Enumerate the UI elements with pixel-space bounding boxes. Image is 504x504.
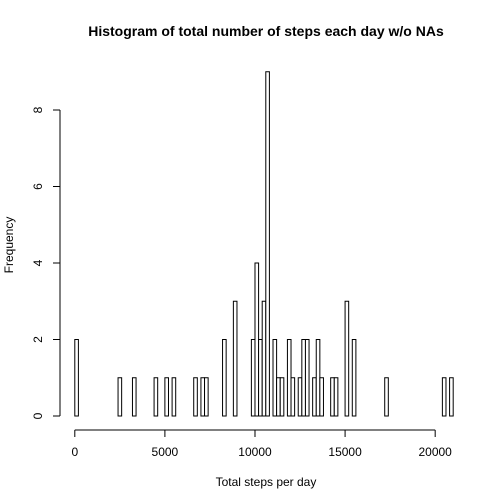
histogram-bar [304, 339, 310, 417]
y-tick-label: 6 [31, 183, 45, 190]
histogram-bar [276, 377, 281, 417]
histogram-bar [74, 339, 79, 417]
histogram-bar [204, 377, 209, 417]
histogram-bar [222, 339, 227, 417]
histogram-bar [131, 377, 137, 417]
histogram-bar [117, 377, 123, 417]
bars-group [74, 71, 454, 417]
y-axis-label: Frequency [2, 217, 16, 274]
histogram-bar [312, 377, 317, 417]
chart-title: Histogram of total number of steps each … [88, 23, 444, 39]
histogram-bar [153, 377, 159, 417]
histogram-bar [297, 377, 303, 417]
y-tick-label: 4 [31, 259, 45, 266]
histogram-bar [441, 377, 447, 417]
x-tick-label: 15000 [328, 445, 362, 459]
y-axis: 0 2 4 6 8 [31, 106, 61, 419]
y-tick-label: 0 [31, 412, 45, 419]
histogram-bar [319, 377, 324, 417]
x-tick-label: 20000 [418, 445, 452, 459]
x-axis-label: Total steps per day [216, 475, 317, 489]
x-tick-label: 5000 [152, 445, 179, 459]
histogram-bar [286, 339, 292, 417]
histogram-bar [261, 300, 267, 417]
x-tick-label: 10000 [238, 445, 272, 459]
histogram-bar [254, 262, 260, 417]
histogram-bar [330, 377, 335, 417]
histogram-bar [449, 377, 454, 417]
histogram-bar [193, 377, 198, 417]
histogram-bar [333, 377, 339, 417]
histogram-bar [344, 300, 350, 417]
histogram-bar [272, 339, 278, 417]
histogram-bar [290, 377, 296, 417]
histogram-bar [351, 339, 357, 417]
histogram-bar [315, 339, 321, 417]
x-axis: 0 5000 10000 15000 20000 [71, 429, 452, 459]
histogram-bar [258, 339, 263, 417]
x-tick-label: 0 [71, 445, 78, 459]
histogram-bar [171, 377, 177, 417]
histogram-bar [384, 377, 389, 417]
histogram-bar [279, 377, 285, 417]
histogram-bar [250, 339, 256, 417]
histogram-bar [265, 71, 270, 417]
histogram-bar [301, 339, 306, 417]
y-tick-label: 8 [31, 106, 45, 113]
y-tick-label: 2 [31, 336, 45, 343]
histogram-bar [200, 377, 206, 417]
histogram-bar [232, 300, 238, 417]
histogram-bar [164, 377, 169, 417]
